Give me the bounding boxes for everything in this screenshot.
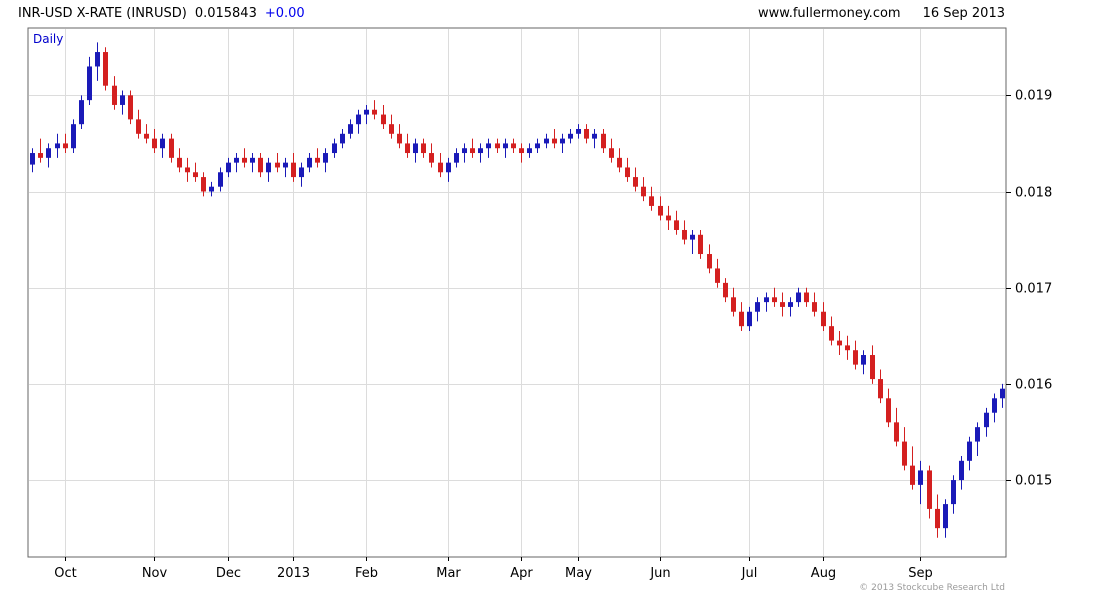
svg-text:Sep: Sep [908,566,933,581]
last-price: 0.015843 [194,6,257,21]
header-right: www.fullermoney.com 16 Sep 2013 [758,6,1100,21]
svg-text:0.019: 0.019 [1015,89,1052,104]
svg-text:Jun: Jun [649,566,670,581]
svg-text:0.017: 0.017 [1015,282,1052,297]
instrument-title: INR-USD X-RATE (INRUSD) [18,6,187,21]
header-left: INR-USD X-RATE (INRUSD) 0.015843 +0.00 [0,6,305,21]
date-label: 16 Sep 2013 [922,6,1005,21]
svg-text:Aug: Aug [811,566,836,581]
svg-text:Nov: Nov [142,566,168,581]
svg-text:Mar: Mar [436,566,461,581]
chart-header: INR-USD X-RATE (INRUSD) 0.015843 +0.00 w… [0,0,1100,27]
svg-text:Feb: Feb [355,566,378,581]
price-change: +0.00 [264,6,305,21]
svg-text:0.016: 0.016 [1015,378,1052,393]
svg-text:Jul: Jul [741,566,758,581]
svg-text:2013: 2013 [277,566,310,581]
svg-text:Oct: Oct [54,566,76,581]
svg-text:Apr: Apr [510,566,533,581]
timeframe-label: Daily [33,32,64,46]
copyright-label: © 2013 Stockcube Research Ltd [859,583,1005,593]
svg-text:0.015: 0.015 [1015,474,1052,489]
svg-text:May: May [565,566,592,581]
svg-text:0.018: 0.018 [1015,186,1052,201]
website-link[interactable]: www.fullermoney.com [758,6,901,21]
svg-text:Dec: Dec [216,566,241,581]
